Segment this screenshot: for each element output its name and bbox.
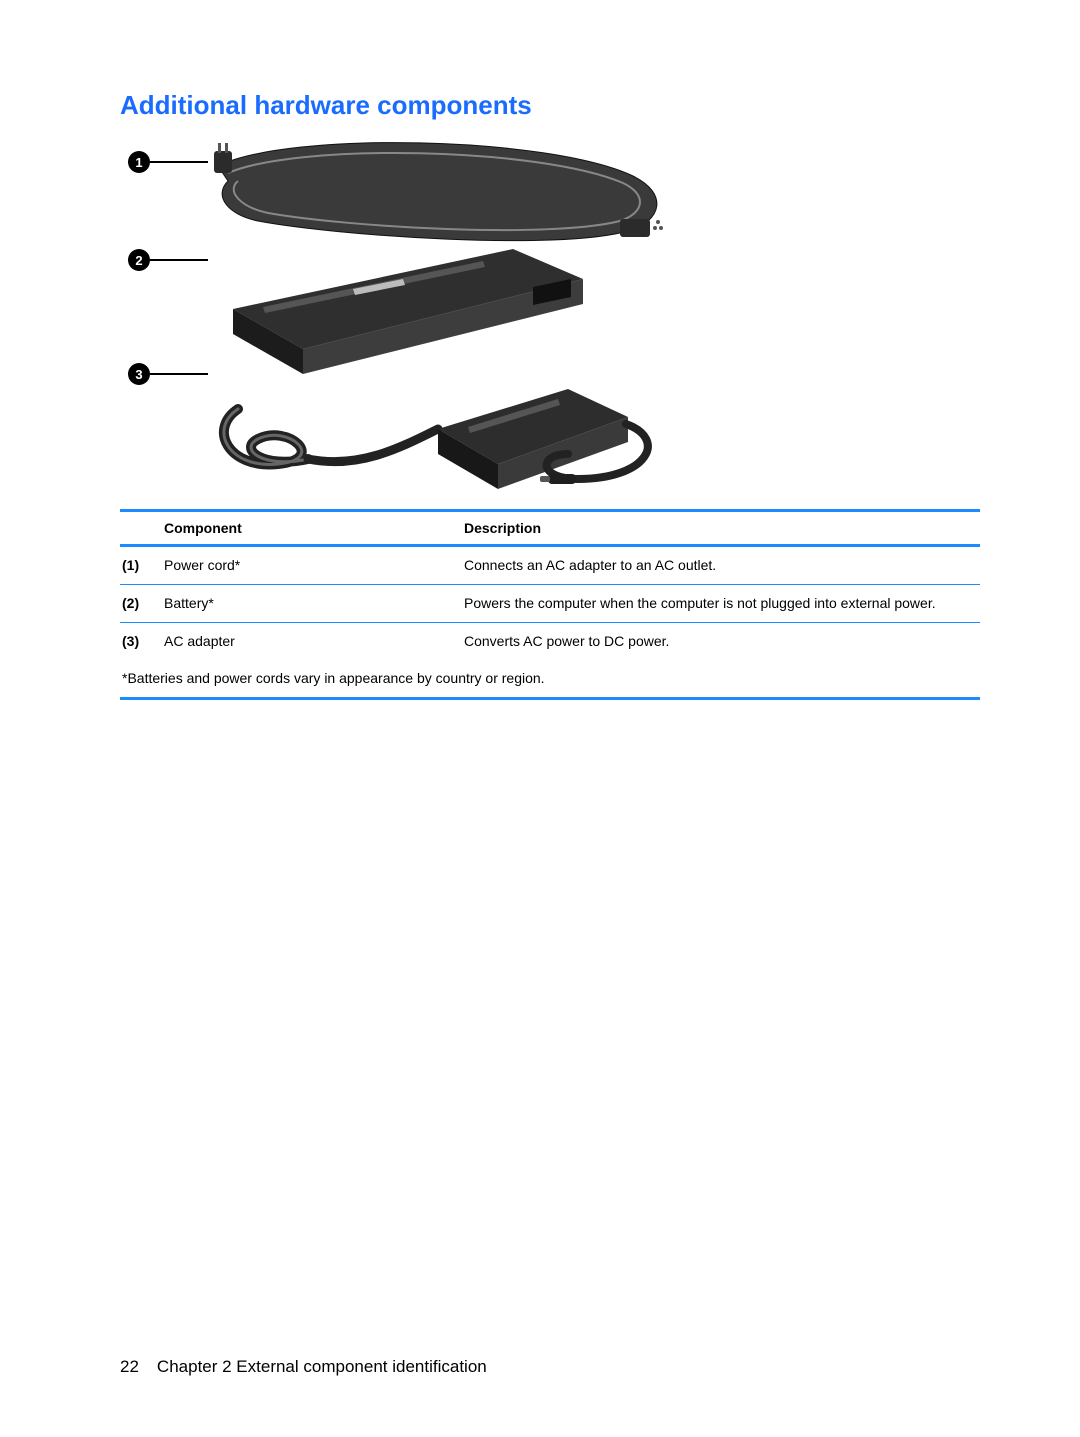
hardware-illustration-svg [128,141,688,491]
row-desc: Connects an AC adapter to an AC outlet. [462,546,980,585]
table-header-description: Description [462,511,980,546]
ac-adapter-icon [224,389,648,489]
table-row: (1) Power cord* Connects an AC adapter t… [120,546,980,585]
callout-2: 2 [128,249,208,271]
power-cord-icon [214,143,663,241]
table-footnote: *Batteries and power cords vary in appea… [120,660,980,697]
component-table: Component Description (1) Power cord* Co… [120,509,980,697]
callout-badge-2: 2 [128,249,150,271]
table-header-row: Component Description [120,511,980,546]
table-row: (3) AC adapter Converts AC power to DC p… [120,622,980,659]
row-desc: Converts AC power to DC power. [462,622,980,659]
table-header-blank [120,511,162,546]
callout-line [150,373,208,375]
section-heading: Additional hardware components [120,90,980,121]
page-footer: 22 Chapter 2 External component identifi… [120,1357,487,1377]
callout-line [150,161,208,163]
callout-line [150,259,208,261]
hardware-figure: 1 2 3 [128,141,688,491]
table-footnote-row: *Batteries and power cords vary in appea… [120,660,980,697]
page-number: 22 [120,1357,139,1377]
table-header-component: Component [162,511,462,546]
row-num: (2) [120,584,162,622]
row-name: AC adapter [162,622,462,659]
row-name: Battery* [162,584,462,622]
row-num: (1) [120,546,162,585]
chapter-label: Chapter 2 External component identificat… [157,1357,487,1377]
table-bottom-rule [120,697,980,700]
document-page: Additional hardware components [0,0,1080,1437]
component-table-wrap: Component Description (1) Power cord* Co… [120,509,980,700]
callout-1: 1 [128,151,208,173]
row-name: Power cord* [162,546,462,585]
callout-badge-3: 3 [128,363,150,385]
row-desc: Powers the computer when the computer is… [462,584,980,622]
row-num: (3) [120,622,162,659]
callout-badge-1: 1 [128,151,150,173]
callout-3: 3 [128,363,208,385]
table-row: (2) Battery* Powers the computer when th… [120,584,980,622]
battery-icon [233,249,583,374]
